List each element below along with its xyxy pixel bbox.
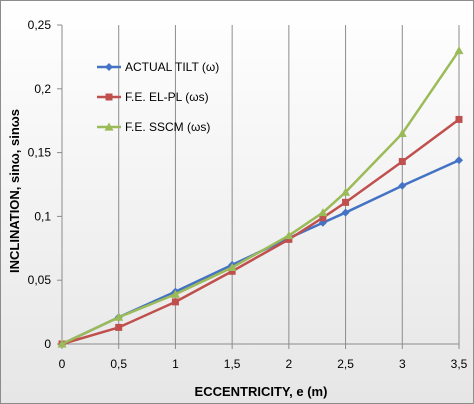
x-tick-label: 3: [399, 357, 406, 371]
tick-labels: 0 0,5 1 1,5 2 2,5 3 3,5 0 0,05 0,1 0,15 0,2 0,25: [28, 18, 468, 371]
legend-label: F.E. EL-PL (ωs): [125, 90, 209, 104]
data-point: [171, 298, 179, 306]
data-point: [397, 128, 407, 138]
data-point: [455, 156, 463, 165]
legend-entry: ACTUAL TILT (ω): [97, 60, 219, 74]
legend: ACTUAL TILT (ω) F.E. EL-PL (ωs) F.E. SSCM …: [97, 60, 219, 134]
x-tick-label: 2: [286, 357, 293, 371]
legend-label: ACTUAL TILT (ω): [125, 60, 219, 74]
data-point: [342, 198, 350, 206]
y-tick-label: 0,2: [34, 82, 51, 96]
data-point: [114, 312, 124, 321]
data-point: [227, 262, 237, 272]
legend-entry: F.E. EL-PL (ωs): [97, 90, 209, 104]
data-point: [105, 93, 113, 101]
data-point: [105, 63, 113, 71]
x-axis-title: ECCENTRICITY, e (m): [195, 384, 328, 399]
series-lines: [57, 46, 464, 348]
data-point: [318, 208, 328, 217]
data-point: [319, 214, 327, 222]
legend-entry: F.E. SSCM (ωs): [97, 120, 210, 134]
x-tick-label: 0,5: [110, 357, 127, 371]
y-tick-label: 0,15: [28, 146, 52, 160]
data-point: [398, 181, 407, 190]
x-tick-label: 2,5: [337, 357, 354, 371]
data-point: [398, 158, 406, 166]
data-point: [341, 208, 350, 217]
y-tick-label: 0,05: [28, 273, 52, 287]
x-tick-label: 3,5: [451, 357, 468, 371]
data-point: [455, 115, 463, 123]
y-tick-label: 0,1: [34, 209, 51, 223]
series-group: [57, 46, 464, 348]
data-point: [170, 289, 180, 298]
data-point: [285, 235, 293, 243]
axes: [57, 24, 460, 349]
y-tick-label: 0: [44, 337, 51, 351]
data-point: [57, 339, 67, 348]
legend-label: F.E. SSCM (ωs): [125, 120, 210, 134]
data-point: [454, 46, 464, 55]
x-tick-label: 0: [59, 357, 66, 371]
data-point: [115, 323, 123, 331]
series-line: [61, 49, 461, 346]
x-tick-label: 1: [172, 357, 179, 371]
y-axis-title: INCLINATION, sinω, sinωs: [7, 109, 22, 273]
data-point: [341, 187, 351, 196]
y-tick-label: 0,25: [28, 18, 52, 32]
data-point: [104, 122, 114, 131]
data-point: [228, 267, 236, 275]
series-line: [61, 118, 460, 346]
data-point: [284, 231, 294, 240]
x-tick-label: 1,5: [224, 357, 241, 371]
